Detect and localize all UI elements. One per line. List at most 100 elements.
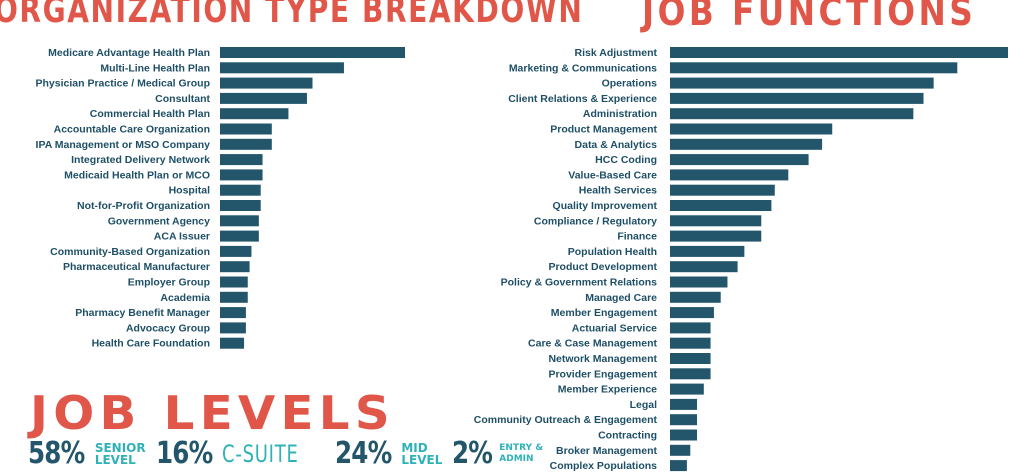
category-label: Integrated Delivery Network — [71, 154, 210, 166]
bar — [220, 154, 263, 166]
category-label: Client Relations & Experience — [508, 93, 657, 105]
category-label: Broker Management — [556, 445, 657, 457]
bar — [670, 47, 1008, 58]
bar — [220, 307, 246, 319]
bar — [670, 200, 772, 211]
category-label: Provider Engagement — [548, 368, 657, 380]
category-label: Product Development — [548, 261, 657, 273]
level-c-suite-label-line1: C-SUITE — [222, 439, 300, 468]
level-mid-pct: 24% — [334, 436, 392, 471]
bar — [220, 62, 344, 74]
bar — [220, 261, 250, 273]
bar — [670, 123, 833, 135]
category-label: Population Health — [568, 246, 657, 258]
level-entry: 2% ENTRY & ADMIN — [452, 436, 543, 471]
level-entry-label-line2: ADMIN — [499, 453, 534, 464]
bar — [220, 184, 261, 196]
level-c-suite: 16% C-SUITE — [156, 436, 325, 471]
bar — [670, 184, 775, 196]
category-label: Advocacy Group — [126, 322, 210, 334]
level-senior-label-line2: LEVEL — [94, 452, 136, 467]
category-label: Contracting — [598, 430, 657, 442]
category-label: Physician Practice / Medical Group — [36, 78, 210, 90]
bar — [670, 215, 762, 227]
level-entry-pct: 2% — [452, 436, 493, 471]
category-label: IPA Management or MSO Company — [36, 139, 211, 151]
category-label: Multi-Line Health Plan — [100, 62, 210, 74]
bar — [670, 353, 711, 364]
bar — [220, 92, 307, 104]
bar — [220, 230, 259, 242]
bar — [220, 215, 259, 227]
category-label: Data & Analytics — [575, 139, 658, 151]
category-label: Health Care Foundation — [92, 338, 210, 350]
bar — [670, 429, 698, 441]
bar — [670, 337, 711, 349]
bar — [670, 322, 711, 334]
bar — [670, 245, 745, 257]
level-mid: 24% MID LEVEL — [335, 436, 443, 471]
bar — [220, 245, 252, 257]
category-label: Actuarial Service — [572, 322, 657, 334]
category-label: Community Outreach & Engagement — [474, 414, 658, 426]
bar — [220, 322, 246, 334]
category-label: Accountable Care Organization — [54, 124, 210, 136]
category-label: Finance — [617, 231, 657, 243]
bar — [220, 169, 263, 181]
level-entry-label: ENTRY & ADMIN — [499, 443, 543, 465]
category-label: Risk Adjustment — [575, 47, 658, 59]
level-senior: 58% SENIOR LEVEL — [28, 436, 146, 471]
category-label: Member Engagement — [551, 307, 658, 319]
category-label: Academia — [160, 292, 210, 304]
level-c-suite-label: C-SUITE — [222, 442, 299, 466]
category-label: Network Management — [548, 353, 657, 365]
category-label: Consultant — [155, 93, 210, 105]
bar — [220, 291, 248, 303]
bar — [220, 337, 245, 349]
bar — [670, 291, 721, 303]
level-mid-label: MID LEVEL — [401, 442, 442, 466]
bar — [670, 169, 789, 181]
category-label: Legal — [630, 399, 658, 411]
category-label: Marketing & Communications — [509, 62, 657, 74]
category-label: Hospital — [169, 185, 211, 197]
category-label: Value-Based Care — [568, 169, 657, 181]
bar — [670, 307, 714, 319]
bar — [670, 460, 687, 472]
bar — [670, 62, 958, 74]
bar — [670, 276, 728, 288]
category-label: Policy & Government Relations — [501, 277, 658, 289]
level-senior-pct: 58% — [28, 436, 85, 471]
level-mid-label-line1: MID — [401, 440, 428, 455]
category-label: Government Agency — [108, 215, 210, 227]
category-label: Pharmacy Benefit Manager — [75, 307, 210, 319]
level-senior-label: SENIOR LEVEL — [95, 442, 146, 466]
bar — [670, 261, 738, 273]
category-label: Administration — [583, 108, 657, 120]
category-label: Compliance / Regulatory — [534, 215, 657, 227]
category-label: Quality Improvement — [553, 200, 658, 212]
level-mid-label-line2: LEVEL — [401, 452, 443, 467]
bar — [670, 154, 809, 166]
job-levels-row: 58% SENIOR LEVEL 16% C-SUITE 24% MID LEV… — [28, 436, 543, 471]
category-label: Medicare Advantage Health Plan — [48, 47, 210, 59]
bar — [220, 47, 405, 58]
bar — [220, 77, 313, 89]
bar — [670, 108, 914, 120]
job-functions-title: JOB FUNCTIONS — [642, 0, 977, 34]
category-label: Medicaid Health Plan or MCO — [64, 169, 210, 181]
level-senior-label-line1: SENIOR — [94, 440, 146, 455]
category-label: Complex Populations — [550, 460, 658, 472]
bar — [670, 383, 704, 395]
bar — [220, 123, 272, 135]
category-label: ACA Issuer — [154, 231, 210, 243]
category-label: Health Services — [579, 185, 657, 197]
org-type-title: ORGANIZATION TYPE BREAKDOWN — [0, 0, 584, 31]
category-label: Care & Case Management — [528, 338, 657, 350]
category-label: Community-Based Organization — [50, 246, 210, 258]
category-label: Product Management — [550, 124, 657, 136]
category-label: Employer Group — [128, 277, 210, 289]
job-functions-chart: Risk Adjustment Marketing & Communication… — [474, 47, 1008, 472]
bar — [670, 92, 924, 104]
job-levels-title: JOB LEVELS — [30, 386, 395, 440]
